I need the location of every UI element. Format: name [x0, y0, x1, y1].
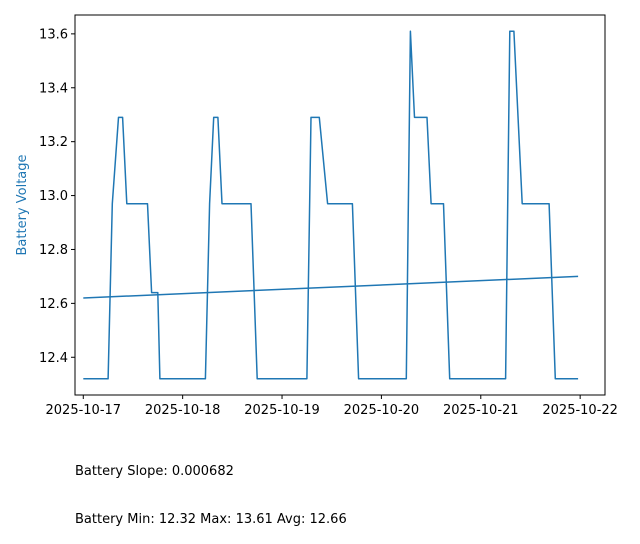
x-tick-label: 2025-10-21: [443, 403, 519, 418]
x-tick-label: 2025-10-17: [46, 403, 122, 418]
y-tick-label: 13.6: [39, 27, 68, 42]
battery-slope-text: Battery Slope: 0.000682: [75, 464, 234, 479]
y-tick-label: 13.4: [39, 81, 68, 96]
battery-trend-line: [83, 275, 579, 299]
battery-voltage-line: [83, 30, 579, 380]
y-tick-label: 12.6: [39, 297, 68, 312]
plot-marks: [83, 30, 579, 380]
y-tick-label: 13.0: [39, 189, 68, 204]
stats-block: Battery Slope: 0.000682 Battery Min: 12.…: [75, 432, 347, 544]
y-tick-label: 12.8: [39, 243, 68, 258]
x-tick-label: 2025-10-22: [542, 403, 618, 418]
y-tick-label: 12.4: [39, 351, 68, 366]
battery-voltage-chart: 2025-10-17 2025-10-18 2025-10-19 2025-10-20…: [15, 14, 618, 418]
x-tick-label: 2025-10-19: [244, 403, 320, 418]
y-axis-ticks: 12.4 12.6 12.8 13.0 13.2 13.4 13.6: [39, 27, 75, 366]
y-axis-label: Battery Voltage: [15, 154, 30, 255]
x-tick-label: 2025-10-18: [145, 403, 221, 418]
x-tick-label: 2025-10-20: [344, 403, 420, 418]
axes-frame: [74, 14, 606, 396]
x-axis-ticks: 2025-10-17 2025-10-18 2025-10-19 2025-10-20…: [46, 395, 618, 418]
battery-summary-text: Battery Min: 12.32 Max: 13.61 Avg: 12.66: [75, 512, 347, 527]
y-tick-label: 13.2: [39, 135, 68, 150]
